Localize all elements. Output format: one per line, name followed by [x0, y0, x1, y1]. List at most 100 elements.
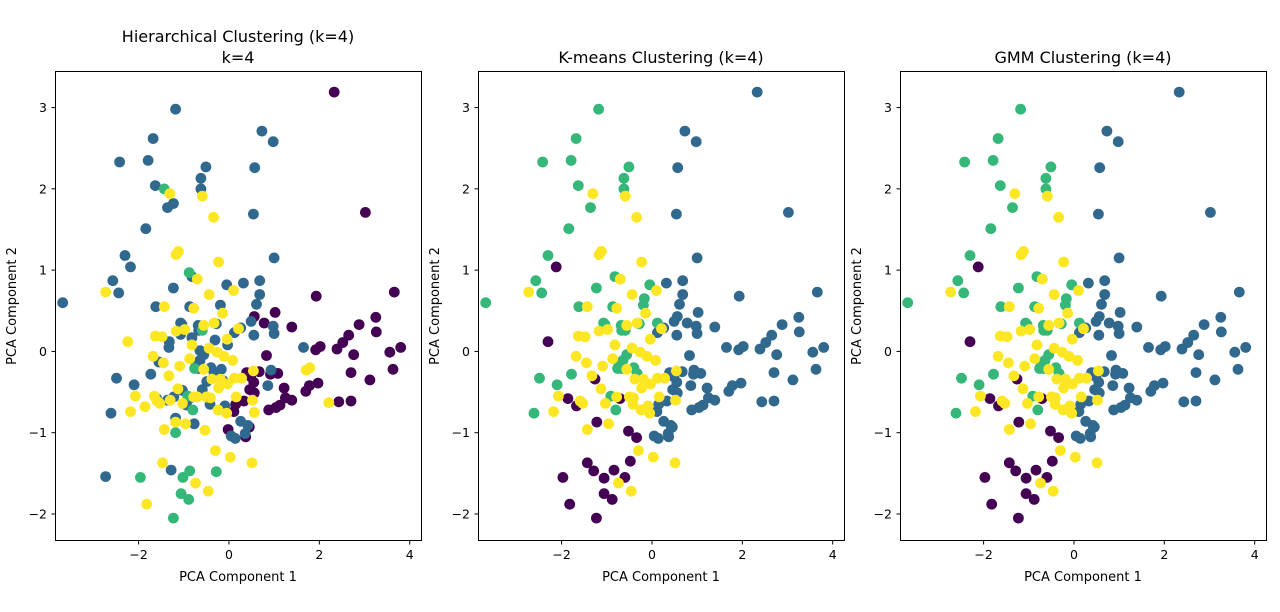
scatter-point-cluster-0: [1020, 472, 1032, 484]
scatter-point-cluster-2: [168, 512, 179, 524]
scatter-point-cluster-0: [1045, 425, 1056, 437]
scatter-point-cluster-3: [647, 451, 659, 463]
scatter-point-cluster-3: [1069, 451, 1081, 463]
scatter-point-cluster-3: [619, 190, 631, 202]
x-tick-label: −2: [974, 547, 992, 562]
scatter-point-cluster-2: [902, 297, 914, 309]
scatter-point-cluster-3: [230, 391, 242, 403]
scatter-point-cluster-0: [1013, 512, 1024, 524]
scatter-point-cluster-1: [1112, 136, 1124, 148]
scatter-point-cluster-3: [1048, 289, 1060, 300]
scatter-points: [480, 86, 830, 524]
scatter-point-cluster-3: [611, 391, 623, 403]
scatter-point-cluster-1: [818, 342, 830, 353]
scatter-point-cluster-1: [113, 287, 125, 299]
scatter-point-cluster-2: [537, 156, 548, 168]
scatter-point-cluster-3: [600, 398, 611, 409]
scatter-point-cluster-2: [593, 103, 604, 115]
scatter-point-cluster-2: [1013, 282, 1024, 294]
scatter-point-cluster-3: [593, 249, 605, 261]
scatter-point-cluster-2: [551, 379, 563, 391]
scatter-point-cluster-3: [629, 373, 641, 385]
scatter-point-cluster-3: [644, 333, 656, 345]
scatter-point-cluster-1: [1112, 320, 1124, 332]
scatter-point-cluster-1: [239, 428, 251, 439]
scatter-point-cluster-3: [670, 394, 681, 406]
scatter-point-cluster-3: [1073, 285, 1084, 296]
scatter-point-cluster-1: [1190, 395, 1202, 407]
scatter-point-cluster-1: [149, 180, 161, 192]
scatter-point-cluster-1: [776, 319, 788, 330]
scatter-point-cluster-1: [1083, 277, 1094, 289]
scatter-point-cluster-1: [1080, 415, 1092, 427]
scatter-point-cluster-2: [987, 155, 999, 166]
scatter-point-cluster-0: [370, 311, 382, 323]
scatter-point-cluster-3: [653, 391, 665, 403]
scatter-point-cluster-3: [621, 363, 633, 375]
x-axis-label: PCA Component 1: [602, 570, 720, 585]
scatter-point-cluster-3: [636, 382, 647, 394]
y-axis-label: PCA Component 2: [428, 247, 443, 365]
x-tick-label: 2: [315, 547, 323, 562]
scatter-point-cluster-3: [1001, 331, 1013, 343]
scatter-point-cluster-1: [235, 415, 247, 427]
scatter-point-cluster-3: [553, 390, 564, 402]
scatter-point-cluster-3: [1015, 249, 1027, 261]
scatter-point-cluster-2: [573, 301, 585, 313]
chart-title: Hierarchical Clustering (k=4): [122, 27, 354, 46]
scatter-point-cluster-3: [642, 400, 654, 412]
scatter-point-cluster-2: [591, 282, 602, 294]
scatter-point-cluster-0: [550, 261, 562, 273]
scatter-point-cluster-1: [254, 289, 266, 300]
scatter-point-cluster-2: [952, 275, 964, 287]
scatter-point-cluster-1: [1157, 377, 1169, 389]
scatter-point-cluster-3: [1035, 477, 1046, 489]
scatter-point-cluster-1: [1101, 125, 1113, 137]
scatter-point-cluster-0: [598, 488, 610, 500]
y-tick-label: 2: [884, 181, 892, 196]
scatter-point-cluster-0: [328, 86, 340, 98]
scatter-point-cluster-3: [228, 285, 239, 296]
scatter-point-cluster-1: [709, 321, 721, 333]
scatter-point-cluster-1: [672, 162, 684, 174]
scatter-point-cluster-3: [100, 286, 111, 298]
scatter-point-cluster-1: [105, 407, 117, 419]
scatter-point-cluster-3: [631, 317, 643, 329]
scatter-point-cluster-2: [480, 297, 492, 309]
scatter-point-cluster-0: [1053, 432, 1064, 443]
y-tick-label: 0: [462, 344, 470, 359]
x-axis-label: PCA Component 1: [1024, 570, 1142, 585]
scatter-point-cluster-1: [1159, 341, 1171, 352]
scatter-point-cluster-3: [1041, 190, 1053, 202]
scatter-point-cluster-1: [1090, 316, 1102, 327]
scatter-point-cluster-0: [286, 321, 298, 333]
scatter-point-cluster-1: [145, 368, 157, 380]
scatter-point-cluster-3: [141, 498, 153, 510]
scatter-point-cluster-1: [100, 471, 111, 482]
scatter-point-cluster-3: [636, 256, 647, 268]
scatter-point-cluster-0: [1013, 416, 1025, 428]
scatter-point-cluster-1: [188, 418, 200, 430]
scatter-point-cluster-3: [1043, 363, 1055, 375]
scatter-point-cluster-1: [1198, 319, 1210, 330]
x-axis-ticks: −2 0 2 4: [129, 540, 414, 562]
scatter-point-cluster-3: [945, 286, 956, 298]
scatter-point-cluster-1: [229, 433, 241, 444]
scatter-point-cluster-1: [262, 380, 274, 391]
chart-title: K-means Clustering (k=4): [558, 48, 763, 67]
y-tick-label: 3: [39, 100, 47, 115]
scatter-point-cluster-2: [988, 368, 999, 380]
scatter-point-cluster-3: [603, 418, 614, 430]
scatter-point-cluster-0: [1046, 455, 1058, 467]
y-tick-label: 3: [884, 100, 892, 115]
scatter-point-cluster-2: [585, 202, 596, 214]
scatter-point-cluster-1: [1155, 290, 1167, 302]
scatter-point-cluster-0: [964, 336, 976, 348]
scatter-point-cluster-3: [1075, 391, 1087, 403]
x-tick-label: 0: [648, 547, 656, 562]
scatter-point-cluster-2: [638, 293, 650, 304]
scatter-point-cluster-3: [626, 342, 638, 354]
scatter-point-cluster-3: [248, 407, 260, 418]
scatter-point-cluster-3: [205, 392, 216, 404]
